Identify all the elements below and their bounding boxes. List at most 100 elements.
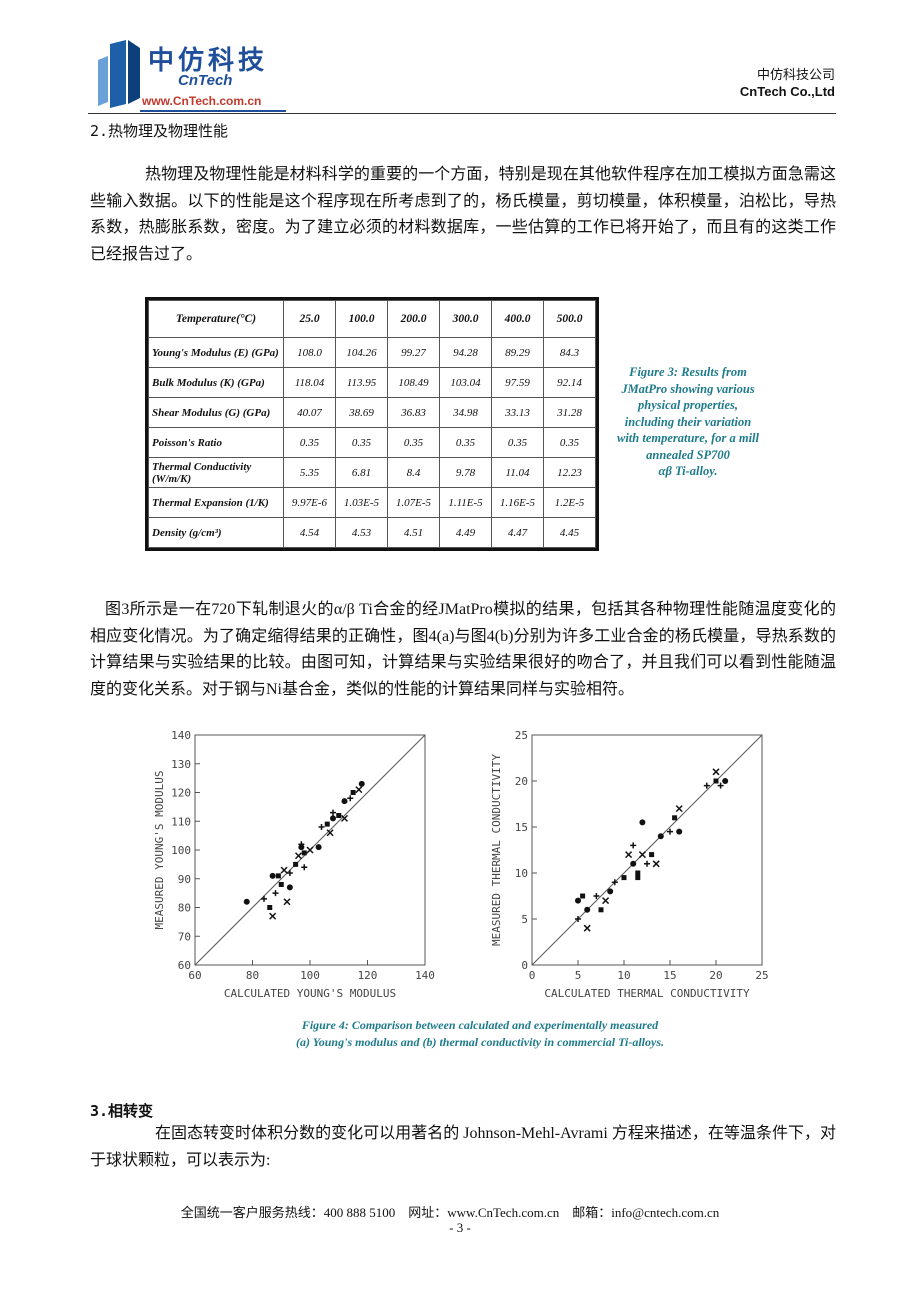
point [703,782,710,789]
plot-frame [531,734,763,966]
point [635,870,641,876]
y-axis-label: MEASURED THERMAL CONDUCTIVITY [490,754,503,946]
y-tick-label: 140 [171,729,191,742]
caption-line: (a) Young's modulus and (b) thermal cond… [295,1035,664,1049]
table-cell: 8.4 [387,457,440,488]
point [267,905,273,910]
table-cell: 4.47 [491,517,544,548]
point [318,824,325,830]
point [301,864,308,871]
point [602,897,610,905]
footer-contact: 全国统一客户服务热线：400 888 5100 网址：www.CnTech.co… [180,1205,720,1220]
point [712,768,720,776]
table-cell: 97.59 [491,367,544,398]
point [283,898,291,906]
table-header-cell: 400.0 [491,300,544,338]
page-number: - 3 - [449,1220,471,1235]
table-cell: 118.04 [283,367,336,398]
y-tick-label: 100 [171,844,191,857]
point [607,888,614,895]
table-cell: 1.2E-5 [543,487,596,518]
table-row: Young's Modulus (E) (GPa) 108.0 104.26 99.2… [148,337,596,368]
y-tick-label: 0 [521,959,528,972]
caption-line: JMatPro showing various [621,381,755,396]
y-tick-label: 60 [178,959,191,972]
caption-line: Figure 4: Comparison between calculated … [301,1018,659,1032]
point [583,924,591,932]
table-cell: 108.0 [283,337,336,368]
point [575,897,581,904]
table-cell: 9.78 [439,457,492,488]
point [621,875,627,881]
table-header-cell: 500.0 [543,300,596,338]
point [611,879,618,886]
table-header-cell: 25.0 [283,300,336,338]
x-tick-label: 25 [755,969,768,982]
point [350,790,356,795]
table-cell: 6.81 [335,457,388,488]
point [301,850,307,856]
point [286,870,293,876]
caption-line: with temperature, for a mill [616,431,760,445]
point [672,815,678,821]
table-cell: 99.27 [387,337,440,368]
table-cell: 84.3 [543,337,596,368]
table-cell: 1.07E-5 [387,487,440,518]
caption-line: αβ Ti-alloy. [658,464,718,478]
table-cell: 4.53 [335,517,388,548]
point [639,819,646,826]
point [722,778,729,784]
table-cell: Thermal Expansion (1/K) [148,487,284,518]
table-cell: Shear Modulus (G) (GPa) [148,397,284,428]
table-cell: 0.35 [335,427,388,458]
point [306,846,314,854]
point [336,813,342,818]
table-cell: Density (g/cm³) [148,517,284,548]
point [644,860,650,867]
table-cell: 31.28 [543,397,596,428]
table-cell: 1.03E-5 [335,487,388,518]
table-cell: 0.35 [439,427,492,458]
table-header-cell: Temperature(°C) [148,300,284,338]
y-tick-label: 15 [515,821,528,834]
logo-cn: 中仿科技 [148,46,269,76]
point [298,841,305,848]
table-cell: 108.49 [387,367,440,398]
y-tick-label: 120 [171,787,191,800]
table-cell: 1.16E-5 [491,487,544,518]
table-cell: 89.29 [491,337,544,368]
point [261,895,267,902]
section-heading: 2.热物理及物理性能 [90,122,229,140]
company-en: CnTech Co.,Ltd [739,84,835,99]
x-tick-label: 0 [529,969,536,982]
table-cell: Poisson's Ratio [148,427,284,458]
table-cell: 38.69 [335,397,388,428]
table-cell: 4.45 [543,517,596,548]
table-header-cell: 100.0 [335,300,388,338]
y-tick-label: 70 [178,930,191,943]
point [649,852,655,858]
y-tick-label: 130 [171,758,191,771]
point [278,882,284,887]
chart: 60 80 100 120 140 60 70 80 90 100 110 120 130 140 CALC… [153,729,435,1000]
y-tick-label: 80 [178,902,191,915]
point [676,828,683,835]
table: Temperature(°C) 25.0 100.0 200.0 300.0 400.0 5… [148,300,596,548]
point [293,861,299,867]
table-cell: 36.83 [387,397,440,428]
point [575,916,581,922]
point [717,782,724,789]
paragraph: 在固态转变时体积分数的变化可以用著名的 Johnson-Mehl-Avrami … [90,1125,836,1169]
x-tick-label: 100 [300,969,320,982]
point [330,815,336,822]
table-row: Thermal Conductivity (W/m/K) 5.35 6.81 8.4 9… [148,457,596,488]
table-cell: 0.35 [387,427,440,458]
figure-caption: Figure 3: Results from JMatPro showing va… [590,364,786,480]
x-tick-label: 10 [617,969,630,982]
table-cell: 104.26 [335,337,388,368]
table-cell: Thermal Conductivity (W/m/K) [148,457,284,488]
x-tick-label: 15 [663,969,676,982]
table-cell: 92.14 [543,367,596,398]
point [243,898,250,905]
point [598,907,604,913]
